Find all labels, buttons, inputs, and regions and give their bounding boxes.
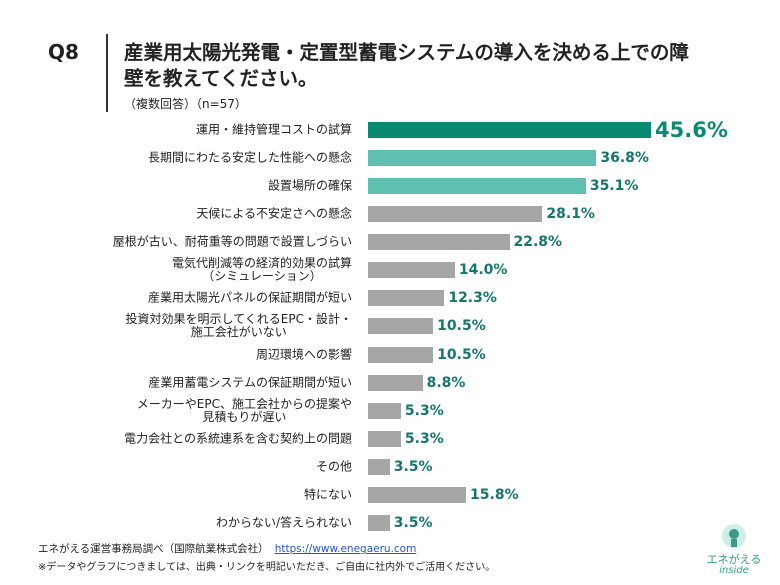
category-label-box: 産業用蓄電システムの保証期間が短い bbox=[148, 376, 352, 389]
question-number: Q8 bbox=[48, 40, 79, 64]
bar bbox=[368, 346, 434, 363]
category-label-box: 屋根が古い、耐荷重等の問題で設置しづらい bbox=[112, 234, 352, 249]
category-label: 運用・維持管理コストの試算 bbox=[195, 122, 352, 137]
category-label-box: 天候による不安定さへの懸念 bbox=[196, 206, 352, 221]
note: ※データやグラフにつきましては、出典・リンクを明記いただき、ご自由に社内外でご活… bbox=[38, 562, 496, 573]
bar bbox=[368, 290, 445, 307]
chart-title: 産業用太陽光発電・定置型蓄電システムの導入を決める上での障 壁を教えてください。 bbox=[124, 41, 689, 90]
value-label: 15.8% bbox=[470, 486, 519, 503]
value-label: 22.8% bbox=[513, 234, 563, 251]
bar bbox=[368, 514, 390, 531]
category-label-box: 特にない bbox=[304, 488, 352, 501]
value-label: 10.5% bbox=[437, 318, 486, 335]
bar bbox=[368, 374, 423, 391]
bar bbox=[368, 122, 651, 138]
logo-icon bbox=[722, 524, 746, 548]
category-label: 投資対効果を明示してくれるEPC・設計・ 施工会社がいない bbox=[125, 312, 352, 340]
category-label-box: 産業用太陽光パネルの保証期間が短い bbox=[147, 290, 352, 305]
category-label: 長期間にわたる安定した性能への懸念 bbox=[147, 150, 352, 165]
value-label: 35.1% bbox=[589, 178, 639, 195]
bar bbox=[368, 150, 597, 167]
bar bbox=[368, 206, 543, 223]
value-label: 5.3% bbox=[404, 402, 444, 419]
source-text: エネがえる運営事務局調べ（国際航業株式会社） bbox=[38, 543, 269, 555]
value-label: 12.3% bbox=[448, 290, 497, 307]
category-label: 設置場所の確保 bbox=[267, 178, 352, 193]
category-label-box: メーカーやEPC、施工会社からの提案や 見積もりが遅い bbox=[136, 396, 352, 424]
value-label: 10.5% bbox=[437, 346, 486, 363]
source-link[interactable]: https://www.enegaeru.com bbox=[274, 543, 417, 555]
logo-base bbox=[731, 539, 737, 547]
category-label-box: 投資対効果を明示してくれるEPC・設計・ 施工会社がいない bbox=[126, 313, 352, 339]
subtitle: （複数回答）（n=57） bbox=[124, 97, 247, 111]
bar bbox=[368, 458, 390, 475]
category-label: 天候による不安定さへの懸念 bbox=[196, 206, 352, 221]
category-label: 周辺環境への影響 bbox=[255, 347, 352, 362]
divider bbox=[106, 34, 108, 112]
category-label: 産業用太陽光パネルの保証期間が短い bbox=[147, 290, 352, 305]
value-label: 14.0% bbox=[458, 262, 508, 279]
bar bbox=[368, 318, 434, 335]
category-label: 特にない bbox=[303, 487, 352, 502]
value-label: 3.5% bbox=[393, 514, 433, 531]
bar bbox=[368, 234, 510, 251]
bar bbox=[368, 178, 586, 195]
bar bbox=[368, 402, 401, 419]
value-label: 5.3% bbox=[404, 430, 444, 447]
logo-dot bbox=[729, 529, 739, 539]
logo-name: エネがえる bbox=[706, 553, 762, 566]
value-label: 8.8% bbox=[426, 374, 466, 391]
category-label: 産業用蓄電システムの保証期間が短い bbox=[148, 375, 352, 390]
category-label: 電気代削減等の経済的効果の試算 （シミュレーション） bbox=[171, 256, 352, 284]
bar bbox=[368, 430, 401, 447]
category-label-box: 電力会社との系統連系を含む契約上の問題 bbox=[124, 432, 352, 445]
category-label-box: その他 bbox=[316, 460, 352, 473]
bar bbox=[368, 486, 467, 503]
logo-tagline: inside bbox=[719, 565, 749, 576]
value-label: 3.5% bbox=[393, 458, 433, 475]
category-label: 電力会社との系統連系を含む契約上の問題 bbox=[124, 431, 352, 446]
value-label: 28.1% bbox=[546, 206, 595, 223]
category-label-box: 設置場所の確保 bbox=[267, 178, 352, 193]
value-label: 36.8% bbox=[600, 150, 649, 167]
category-label-box: 電気代削減等の経済的効果の試算 （シミュレーション） bbox=[172, 257, 352, 283]
category-label-box: 長期間にわたる安定した性能への懸念 bbox=[147, 150, 352, 165]
category-label-box: わからない/答えられない bbox=[216, 516, 352, 529]
value-label: 45.6% bbox=[655, 118, 728, 142]
category-label: メーカーやEPC、施工会社からの提案や 見積もりが遅い bbox=[136, 396, 352, 424]
category-label-box: 運用・維持管理コストの試算 bbox=[195, 122, 352, 137]
source: エネがえる運営事務局調べ（国際航業株式会社） https://www.enegae… bbox=[38, 541, 416, 556]
category-label: その他 bbox=[315, 459, 352, 474]
bar bbox=[368, 262, 455, 279]
category-label: わからない/答えられない bbox=[215, 515, 352, 530]
category-label: 屋根が古い、耐荷重等の問題で設置しづらい bbox=[112, 234, 352, 249]
category-label-box: 周辺環境への影響 bbox=[256, 348, 352, 361]
